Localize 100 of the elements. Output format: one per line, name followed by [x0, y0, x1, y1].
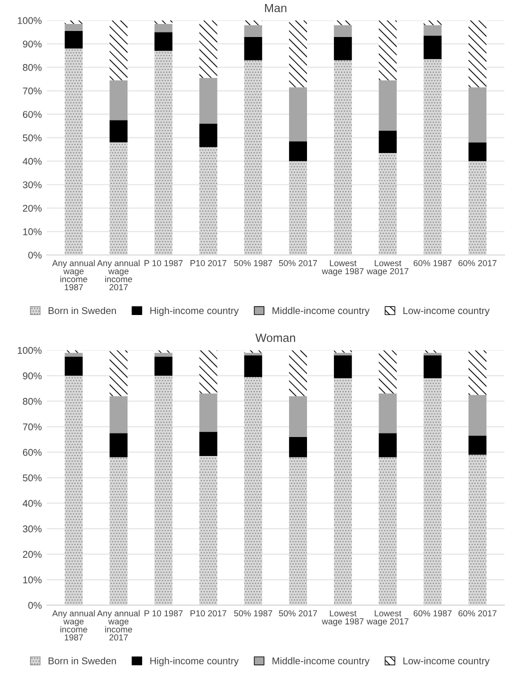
bar [334, 36, 352, 60]
legend-label: High-income country [150, 657, 239, 666]
y-tick-label: 90% [22, 372, 42, 380]
bar [199, 456, 218, 606]
bar [64, 48, 83, 255]
bar [468, 161, 486, 255]
bar [154, 376, 172, 606]
bar [110, 457, 128, 606]
bar [289, 396, 308, 437]
bar [199, 350, 218, 394]
bar [244, 36, 262, 60]
y-tick-label: 10% [23, 576, 42, 584]
y-tick-label: 70% [22, 423, 42, 430]
bar [334, 25, 352, 37]
bar [154, 50, 172, 255]
bar [334, 60, 352, 255]
bar [378, 350, 397, 394]
x-tick-label: Lowest wage 2017 [366, 260, 408, 276]
y-tick-label: 50% [22, 474, 42, 482]
bar [378, 457, 397, 606]
bar [378, 130, 397, 153]
bar [468, 20, 486, 88]
x-tick-label: Any annual wage income 2017 [97, 610, 140, 640]
bar [110, 20, 128, 80]
legend-label: Low-income country [403, 306, 490, 316]
bar [64, 376, 83, 606]
bar [64, 20, 83, 24]
bar [378, 80, 397, 131]
bar [244, 376, 262, 606]
legend-label: Low-income country [403, 657, 490, 666]
bar [154, 32, 172, 51]
x-tick-label: P 10 1987 [144, 610, 183, 616]
x-tick-label: Any annual wage income 2017 [97, 260, 140, 290]
bar [289, 161, 308, 255]
chart-title: Woman [255, 334, 296, 342]
bar [289, 87, 308, 142]
bar [110, 433, 128, 458]
x-tick-label: Lowest wage 1987 [322, 610, 364, 626]
x-tick-label: 60% 1987 [414, 610, 452, 616]
bar [468, 394, 486, 436]
chart-title: Man [265, 4, 286, 12]
x-tick-label: Any annual wage income 1987 [52, 260, 95, 290]
bar [424, 355, 442, 378]
bar [424, 36, 442, 60]
bar [378, 152, 397, 255]
x-tick-label: 60% 2017 [458, 610, 496, 616]
bar [468, 87, 486, 142]
y-tick-label: 100% [18, 346, 42, 354]
y-tick-label: 0% [28, 602, 42, 609]
bar [110, 142, 128, 255]
bar [199, 124, 218, 148]
x-tick-label: Lowest wage 1987 [322, 260, 364, 276]
bar [424, 378, 442, 606]
bar [289, 436, 308, 458]
x-tick-label: P10 2017 [190, 260, 226, 266]
bar [199, 432, 218, 456]
bar [199, 20, 218, 78]
bar [289, 20, 308, 88]
bar [424, 20, 442, 26]
bar [244, 20, 262, 26]
y-tick-label: 30% [22, 181, 42, 188]
bar [468, 142, 486, 162]
bar [424, 25, 442, 36]
bar [154, 20, 172, 24]
bar [110, 120, 128, 142]
x-tick-label: Lowest wage 2017 [366, 610, 408, 626]
bar [154, 352, 172, 357]
x-tick-label: 50% 1987 [234, 610, 272, 616]
bar [244, 25, 262, 37]
y-tick-label: 10% [23, 228, 42, 236]
bar [154, 24, 172, 32]
bar [289, 141, 308, 162]
y-tick-label: 30% [22, 525, 42, 532]
bar [289, 457, 308, 606]
y-tick-label: 80% [22, 398, 42, 405]
y-tick-label: 90% [22, 40, 42, 48]
x-tick-label: 60% 1987 [414, 260, 452, 266]
y-tick-label: 100% [18, 17, 42, 24]
bar [378, 394, 397, 434]
bar [468, 436, 486, 455]
x-tick-label: P10 2017 [190, 610, 226, 616]
y-tick-label: 0% [28, 252, 42, 259]
bar [199, 147, 218, 255]
bar [199, 394, 218, 432]
bar [64, 30, 83, 49]
x-tick-label: 50% 2017 [278, 260, 317, 266]
bar [244, 60, 262, 255]
bar [64, 352, 83, 357]
bar [110, 80, 128, 120]
y-tick-label: 20% [22, 550, 42, 558]
y-tick-label: 40% [22, 500, 42, 507]
bar [289, 350, 308, 396]
y-tick-label: 60% [22, 448, 42, 456]
y-tick-label: 20% [22, 204, 42, 212]
bar [378, 20, 397, 80]
bar [468, 350, 486, 395]
bar [334, 378, 352, 606]
bar [154, 356, 172, 376]
x-tick-label: P 10 1987 [144, 260, 183, 266]
legend-label: High-income country [150, 306, 239, 316]
